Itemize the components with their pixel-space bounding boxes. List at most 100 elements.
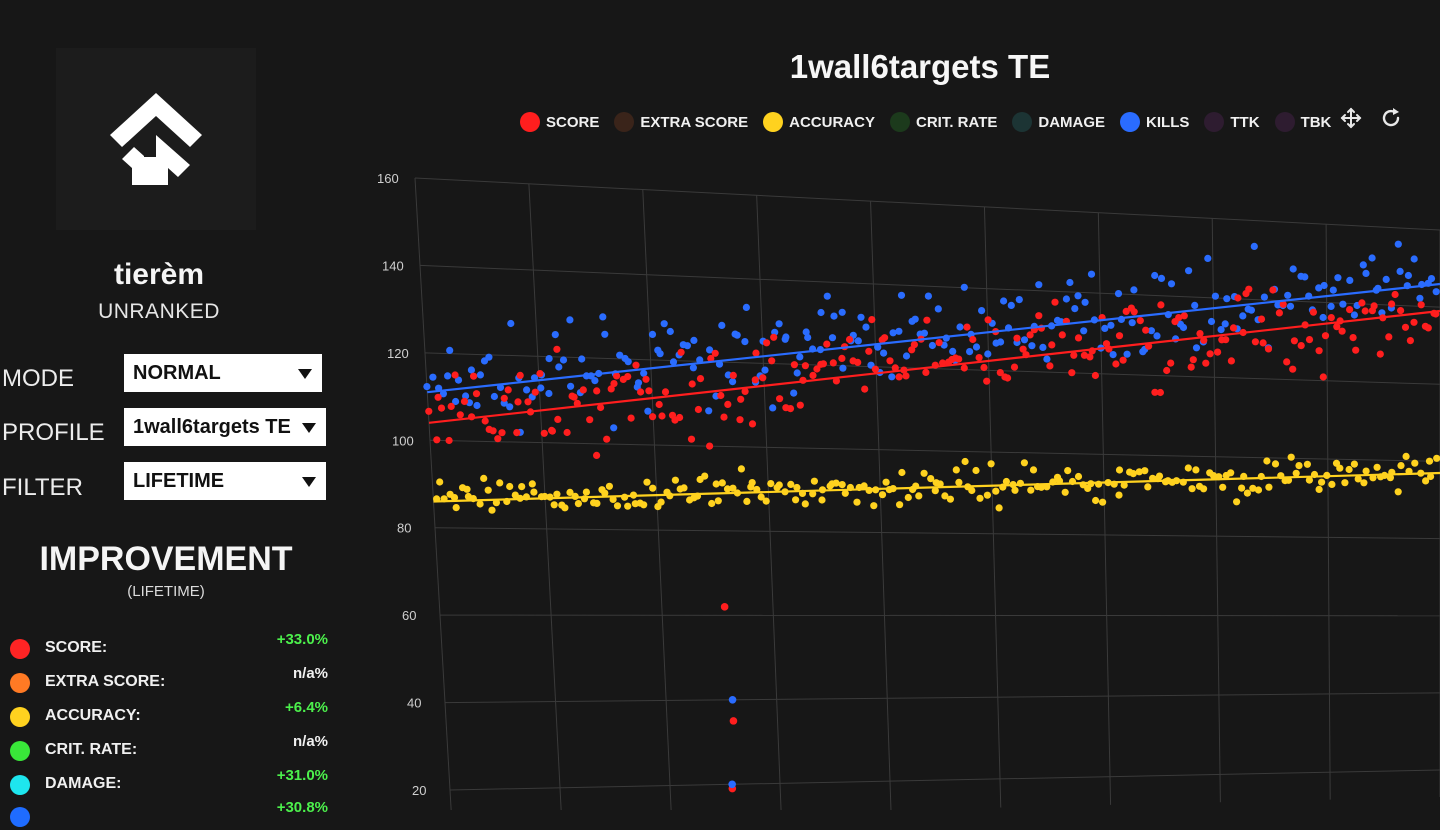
data-point [1320, 373, 1327, 380]
data-point [624, 503, 631, 510]
data-point [678, 349, 685, 356]
legend-item-kills[interactable]: KILLS [1120, 112, 1189, 132]
stat-row-accuracy: ACCURACY: +6.4% [8, 704, 330, 730]
data-point [656, 401, 663, 408]
pan-icon[interactable] [1339, 106, 1363, 130]
data-point [870, 502, 877, 509]
stat-label: EXTRA SCORE: [45, 673, 165, 691]
data-point [1062, 489, 1069, 496]
data-point [1290, 265, 1297, 272]
data-point [902, 372, 909, 379]
data-point [729, 378, 736, 385]
data-point [614, 502, 621, 509]
mode-value: NORMAL [133, 362, 221, 385]
legend-item-damage[interactable]: DAMAGE [1012, 112, 1105, 132]
data-point [1163, 367, 1170, 374]
data-point [730, 372, 737, 379]
data-point [923, 317, 930, 324]
stat-row-extra-score: EXTRA SCORE: n/a% [8, 670, 330, 696]
y-tick-label: 100 [392, 433, 414, 448]
data-point [610, 424, 617, 431]
data-point [1244, 490, 1251, 497]
y-tick-label: 80 [397, 521, 411, 536]
data-point [1395, 241, 1402, 248]
data-point [1334, 274, 1341, 281]
data-point [741, 338, 748, 345]
data-point [1385, 333, 1392, 340]
data-point [1129, 319, 1136, 326]
data-point [1004, 374, 1011, 381]
data-point [966, 348, 973, 355]
data-point [688, 436, 695, 443]
data-point [708, 500, 715, 507]
data-point [1336, 465, 1343, 472]
data-point [861, 386, 868, 393]
outlier-point [721, 603, 729, 611]
data-point [1341, 479, 1348, 486]
data-point [823, 341, 830, 348]
data-point [949, 348, 956, 355]
data-point [1411, 255, 1418, 262]
legend-item-accuracy[interactable]: ACCURACY [763, 112, 875, 132]
profile-select[interactable]: 1wall6targets TE [124, 408, 326, 446]
grid-line [1326, 224, 1330, 799]
outlier-point [730, 717, 738, 725]
legend-label: KILLS [1146, 114, 1189, 131]
data-point [1418, 301, 1425, 308]
data-point [446, 437, 453, 444]
chart-legend: SCORE EXTRA SCORE ACCURACY CRIT. RATE DA… [520, 108, 1346, 136]
data-point [1068, 369, 1075, 376]
data-point [649, 331, 656, 338]
data-point [1328, 314, 1335, 321]
data-point [1059, 331, 1066, 338]
data-point [541, 430, 548, 437]
data-point [433, 436, 440, 443]
filter-select[interactable]: LIFETIME [124, 462, 326, 500]
data-point [824, 293, 831, 300]
data-point [435, 394, 442, 401]
data-point [507, 320, 514, 327]
legend-item-tbk[interactable]: TBK [1275, 112, 1332, 132]
data-point [1346, 466, 1353, 473]
data-point [485, 487, 492, 494]
legend-item-ttk[interactable]: TTK [1204, 112, 1259, 132]
legend-item-extra-score[interactable]: EXTRA SCORE [614, 112, 748, 132]
data-point [968, 487, 975, 494]
data-point [972, 467, 979, 474]
data-point [915, 492, 922, 499]
data-point [724, 401, 731, 408]
data-point [551, 501, 558, 508]
legend-item-crit-rate[interactable]: CRIT. RATE [890, 112, 997, 132]
data-point [973, 343, 980, 350]
data-point [763, 498, 770, 505]
reset-icon[interactable] [1379, 106, 1403, 130]
data-point [886, 357, 893, 364]
data-point [529, 480, 536, 487]
stat-value: +33.0% [277, 631, 328, 648]
data-point [1035, 312, 1042, 319]
accuracy-dot-icon [10, 707, 30, 727]
data-point [738, 465, 745, 472]
stat-row-crit-rate: CRIT. RATE: n/a% [8, 738, 330, 764]
data-point [1207, 350, 1214, 357]
data-point [935, 305, 942, 312]
data-point [1351, 461, 1358, 468]
data-point [1288, 454, 1295, 461]
data-point [1392, 291, 1399, 298]
data-point [1239, 312, 1246, 319]
data-point [593, 387, 600, 394]
data-point [1000, 297, 1007, 304]
mode-select[interactable]: NORMAL [124, 354, 322, 392]
legend-label: TBK [1301, 114, 1332, 131]
stat-row-damage: DAMAGE: +31.0% [8, 772, 330, 798]
data-point [1101, 325, 1108, 332]
data-point [1346, 306, 1353, 313]
data-point [969, 336, 976, 343]
data-point [983, 378, 990, 385]
data-point [1425, 324, 1432, 331]
data-point [1352, 347, 1359, 354]
data-point [625, 358, 632, 365]
data-point [720, 414, 727, 421]
legend-item-score[interactable]: SCORE [520, 112, 599, 132]
data-point [1223, 295, 1230, 302]
